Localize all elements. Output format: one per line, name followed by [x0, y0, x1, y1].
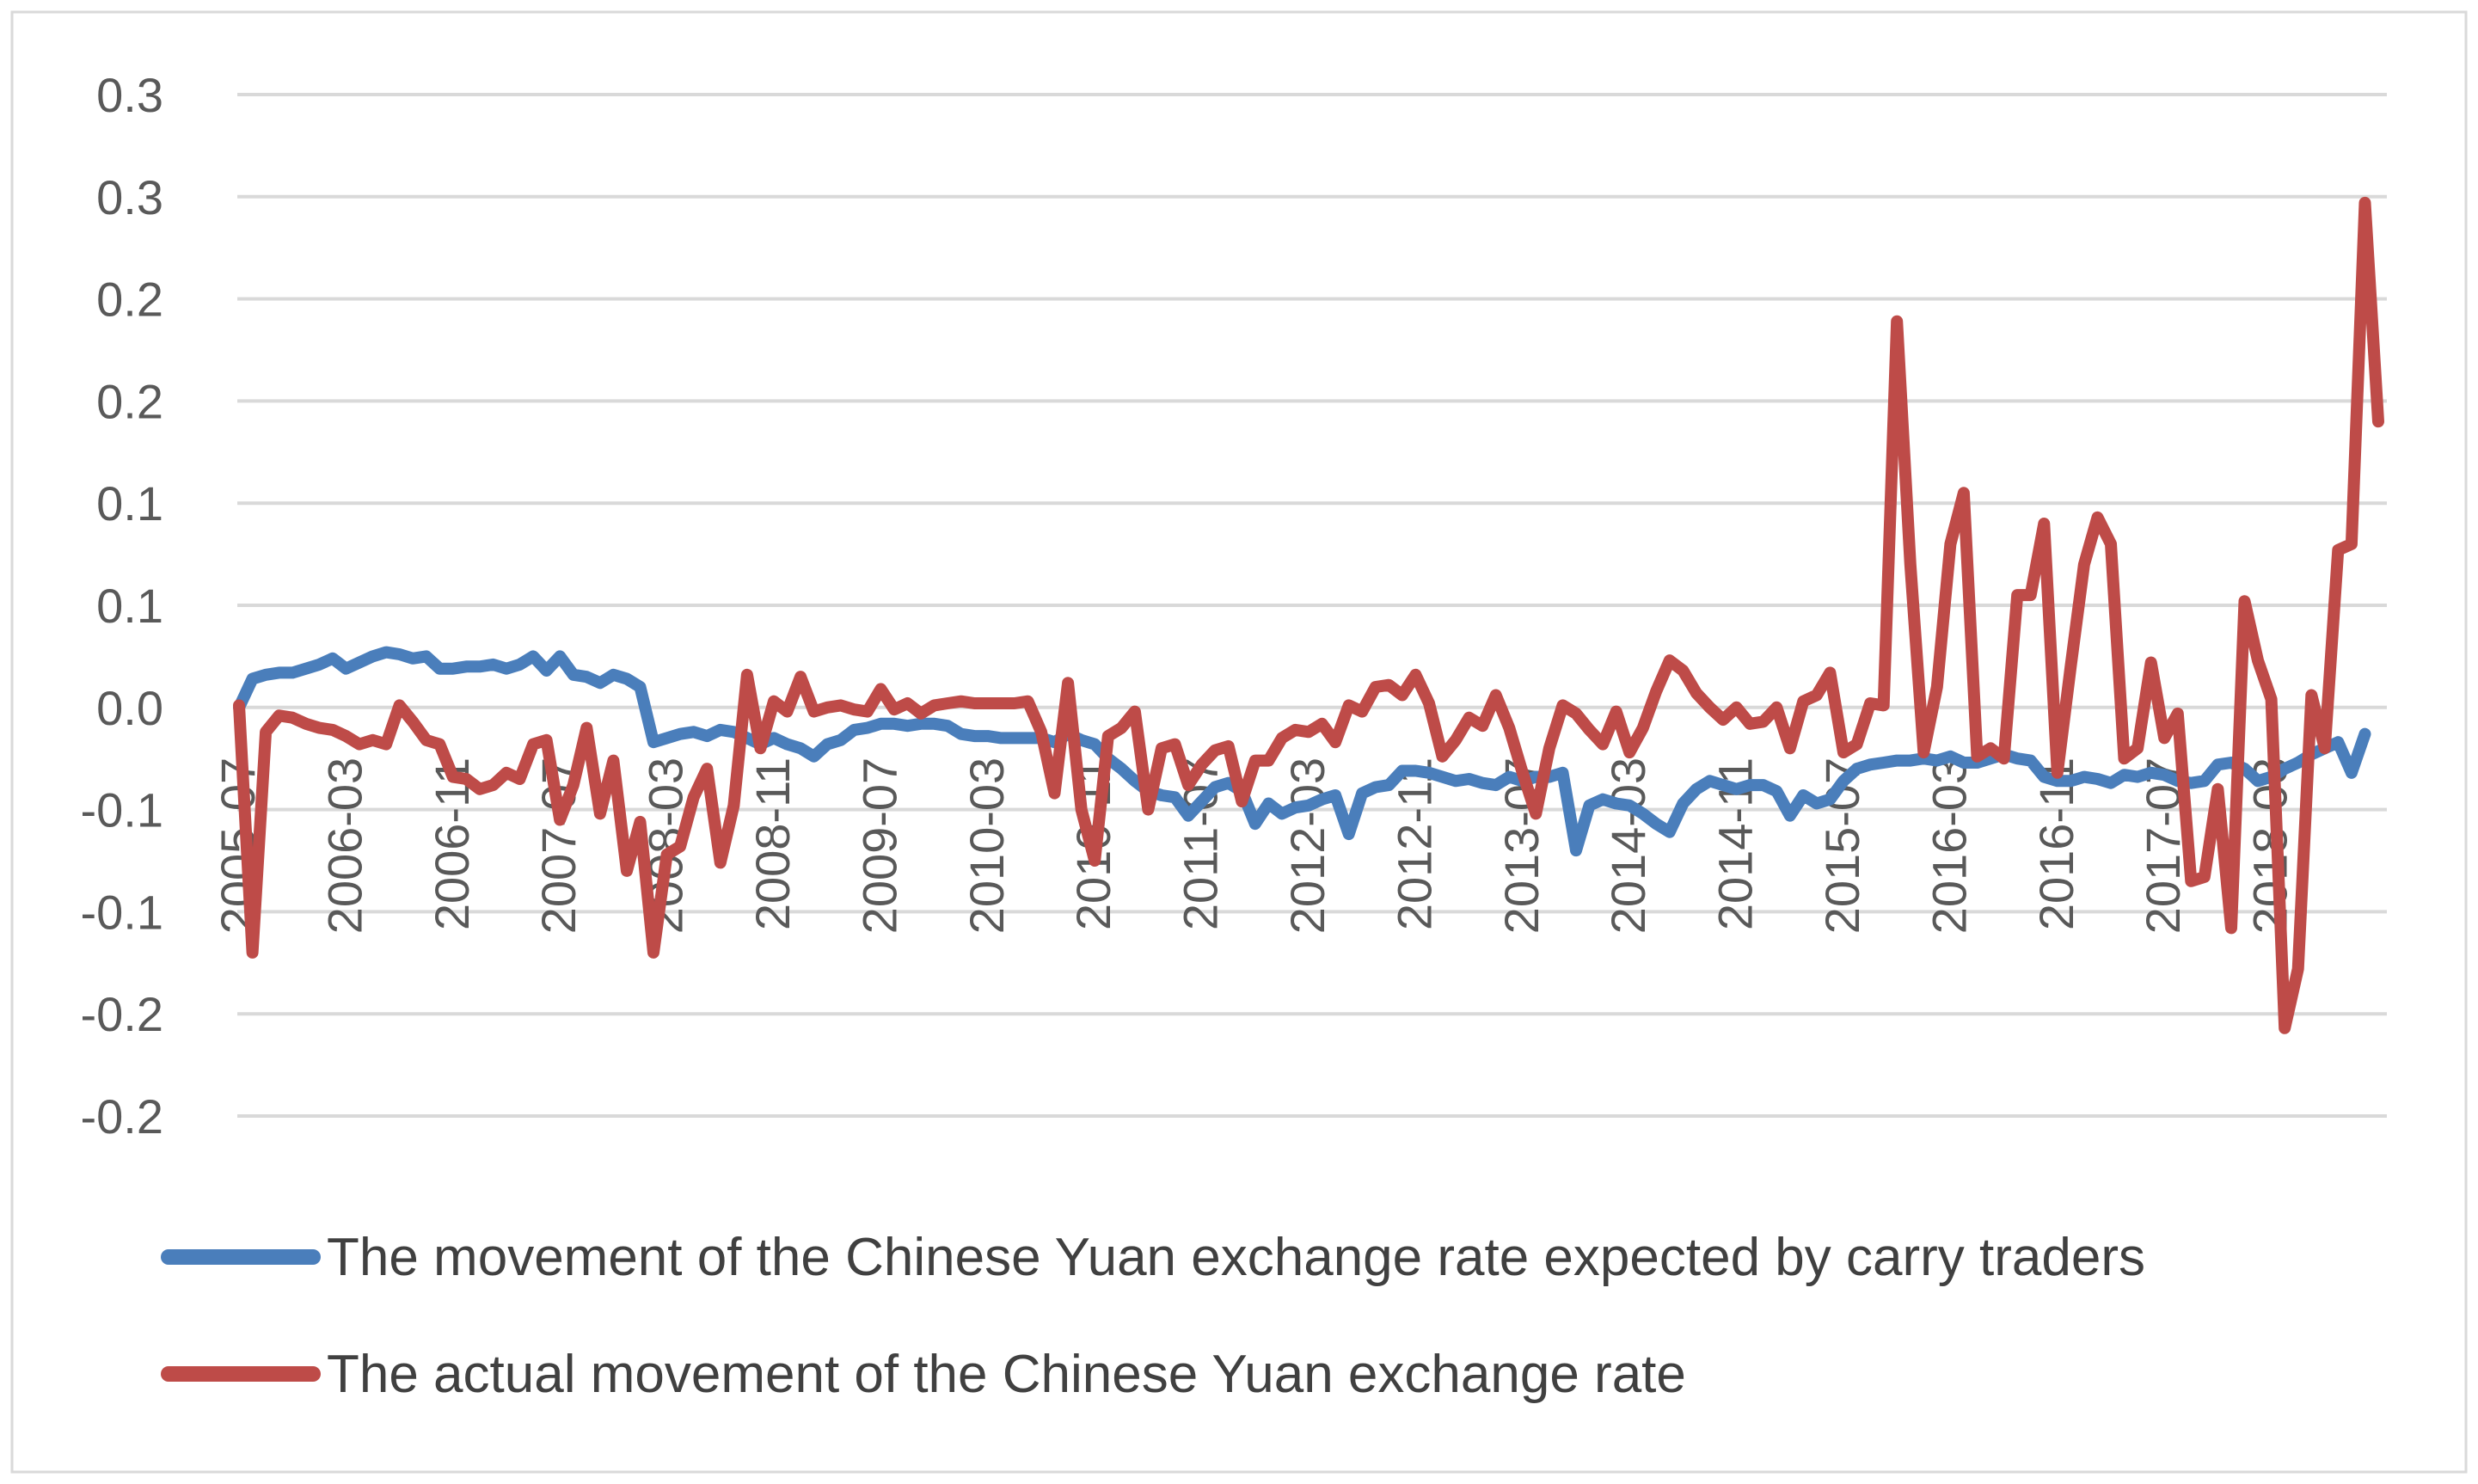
y-tick-label: 0.1	[96, 476, 163, 530]
x-tick-label: 2008-11	[745, 757, 800, 930]
x-tick-label: 2016-03	[1922, 757, 1976, 935]
x-tick-label: 2014-03	[1601, 757, 1655, 935]
x-tick-label: 2012-03	[1280, 757, 1334, 935]
y-tick-label: -0.1	[81, 885, 164, 939]
series-line-actual	[233, 196, 2384, 1034]
legend: The movement of the Chinese Yuan exchang…	[161, 1228, 2145, 1404]
y-tick-label: 0.3	[96, 68, 163, 122]
y-tick-label: -0.2	[81, 987, 164, 1041]
y-tick-label: 0.1	[96, 579, 163, 633]
series-line-expected	[233, 646, 2371, 857]
y-tick-label: -0.2	[81, 1089, 164, 1144]
series-lines	[233, 196, 2384, 1034]
x-tick-label: 2010-03	[960, 757, 1014, 935]
y-tick-label: 0.2	[96, 374, 163, 428]
y-tick-label: 0.2	[96, 273, 163, 327]
legend-label-expected: The movement of the Chinese Yuan exchang…	[327, 1228, 2145, 1287]
y-tick-label: 0.0	[96, 681, 163, 735]
x-tick-label: 2006-03	[317, 757, 371, 935]
y-axis-ticks: 0.3 0.3 0.2 0.2 0.1 0.1 0.0 -0.1 -0.1 -0.2 -0.2	[81, 68, 164, 1144]
x-axis-ticks: 2005-07 2006-03 2006-11 2007-07 2008-03 2008-…	[211, 757, 2297, 935]
gridlines	[237, 93, 2387, 1118]
y-tick-label: 0.3	[96, 170, 163, 224]
legend-label-actual: The actual movement of the Chinese Yuan …	[327, 1345, 1686, 1404]
x-tick-label: 2012-11	[1387, 757, 1441, 930]
x-tick-label: 2009-07	[852, 757, 906, 935]
y-tick-label: -0.1	[81, 783, 164, 837]
